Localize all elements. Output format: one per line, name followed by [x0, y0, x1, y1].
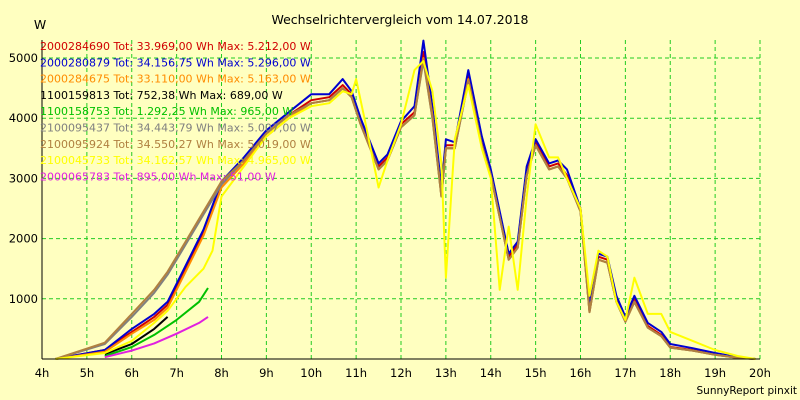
x-tick-label: 17h [614, 366, 636, 380]
legend-entry-4: 1100159813 Tot: 752,38 Wh Max: 689,00 W [40, 89, 283, 102]
series-line-9 [104, 316, 209, 359]
legend-entry-1: 2000284690 Tot: 33.969,00 Wh Max: 5.212,… [40, 40, 311, 53]
y-axis-label: W [34, 17, 46, 32]
x-tick-label: 7h [169, 366, 184, 380]
footer-credit: SunnyReport pinxit [697, 385, 797, 397]
x-tick-label: 9h [259, 366, 274, 380]
legend-entry-7: 2100095924 Tot: 34.550,27 Wh Max: 5.019,… [40, 138, 311, 151]
x-tick-label: 10h [300, 366, 322, 380]
x-tick-label: 4h [35, 366, 50, 380]
x-tick-label: 5h [80, 366, 95, 380]
grid [42, 40, 761, 359]
x-tick-label: 11h [345, 366, 367, 380]
x-tick-label: 13h [435, 366, 457, 380]
x-tick-label: 12h [390, 366, 412, 380]
chart-title: Wechselrichtervergleich vom 14.07.2018 [271, 12, 528, 27]
x-tick-label: 16h [570, 366, 592, 380]
x-tick-label: 19h [704, 366, 726, 380]
axes: 1000 2000 3000 4000 5000 4h 5h 6h 7h 8h 9h 10h 11h 12… [9, 40, 771, 380]
legend-entry-9: 2000065783 Tot: 895,00 Wh Max: 51,00 W [40, 170, 276, 183]
y-tick-label: 5000 [9, 51, 38, 65]
x-tick-label: 14h [480, 366, 502, 380]
y-tick-label: 3000 [9, 171, 38, 185]
legend-entry-2: 2000280879 Tot: 34.156,75 Wh Max: 5.296,… [40, 56, 311, 69]
legend-entry-8: 2100045733 Tot: 34.162,57 Wh Max: 4.965,… [40, 154, 311, 167]
x-tick-label: 15h [525, 366, 547, 380]
series-line-5 [104, 287, 209, 357]
series-layer [55, 39, 756, 360]
series-line-8 [55, 60, 756, 360]
legend-entry-3: 2000284675 Tot: 33.110,00 Wh Max: 5.163,… [40, 73, 311, 86]
x-tick-label: 8h [214, 366, 229, 380]
legend-entry-5: 1100158753 Tot: 1.292,25 Wh Max: 965,00 … [40, 105, 293, 118]
y-tick-label: 4000 [9, 111, 38, 125]
y-tick-label: 2000 [9, 232, 38, 246]
y-tick-label: 1000 [9, 292, 38, 306]
x-tick-label: 6h [124, 366, 139, 380]
x-tick-label: 18h [659, 366, 681, 380]
legend-entry-6: 2100095437 Tot: 34.443,79 Wh Max: 5.007,… [40, 122, 311, 135]
x-tick-label: 20h [749, 366, 771, 380]
legend: 2000284690 Tot: 33.969,00 Wh Max: 5.212,… [40, 40, 311, 183]
series-line-4 [104, 316, 169, 356]
